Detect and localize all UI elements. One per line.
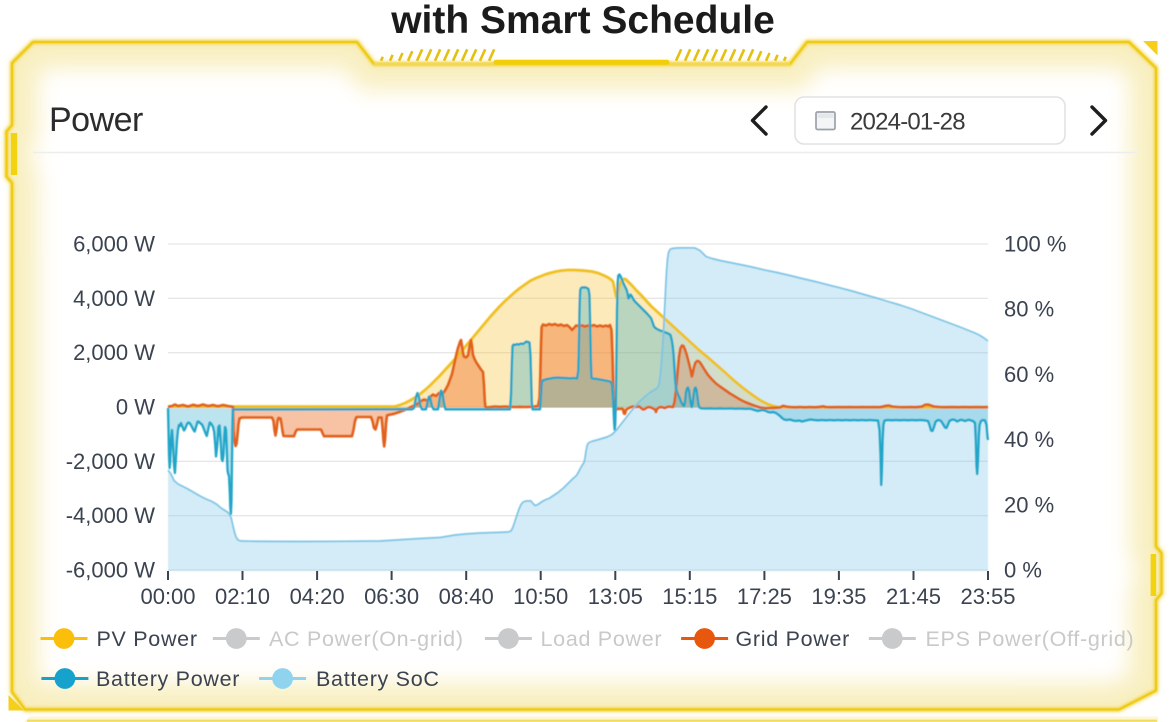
svg-text:6,000 W: 6,000 W bbox=[73, 232, 155, 257]
svg-text:80 %: 80 % bbox=[1004, 297, 1054, 322]
svg-text:0 W: 0 W bbox=[116, 395, 155, 420]
svg-text:60 %: 60 % bbox=[1004, 362, 1054, 387]
svg-text:08:40: 08:40 bbox=[439, 584, 494, 609]
svg-text:AC Power(On-grid): AC Power(On-grid) bbox=[269, 627, 464, 651]
svg-text:Battery Power: Battery Power bbox=[96, 667, 240, 691]
svg-text:Load Power: Load Power bbox=[541, 627, 663, 651]
svg-text:17:25: 17:25 bbox=[737, 584, 792, 609]
svg-text:19:35: 19:35 bbox=[811, 584, 866, 609]
svg-text:-4,000 W: -4,000 W bbox=[66, 503, 155, 528]
svg-text:21:45: 21:45 bbox=[886, 584, 941, 609]
svg-text:06:30: 06:30 bbox=[364, 584, 419, 609]
svg-text:20 %: 20 % bbox=[1004, 492, 1054, 517]
svg-text:EPS Power(Off-grid): EPS Power(Off-grid) bbox=[926, 627, 1135, 651]
svg-text:100 %: 100 % bbox=[1004, 232, 1066, 257]
svg-text:0 %: 0 % bbox=[1004, 558, 1042, 583]
svg-text:40 %: 40 % bbox=[1004, 427, 1054, 452]
svg-text:04:20: 04:20 bbox=[290, 584, 345, 609]
svg-text:-2,000 W: -2,000 W bbox=[66, 449, 155, 474]
svg-text:00:00: 00:00 bbox=[140, 584, 195, 609]
svg-text:13:05: 13:05 bbox=[588, 584, 643, 609]
svg-text:2,000 W: 2,000 W bbox=[73, 340, 155, 365]
svg-text:with Smart Schedule: with Smart Schedule bbox=[390, 0, 775, 42]
svg-text:15:15: 15:15 bbox=[662, 584, 717, 609]
svg-text:Grid Power: Grid Power bbox=[736, 627, 851, 651]
svg-text:4,000 W: 4,000 W bbox=[73, 286, 155, 311]
svg-text:2024-01-28: 2024-01-28 bbox=[850, 109, 965, 136]
svg-text:02:10: 02:10 bbox=[215, 584, 270, 609]
svg-text:Battery SoC: Battery SoC bbox=[316, 667, 440, 691]
svg-text:Power: Power bbox=[49, 101, 143, 139]
svg-text:10:50: 10:50 bbox=[513, 584, 568, 609]
svg-text:-6,000 W: -6,000 W bbox=[66, 558, 155, 583]
svg-text:PV Power: PV Power bbox=[97, 627, 198, 651]
svg-text:23:55: 23:55 bbox=[960, 584, 1015, 609]
